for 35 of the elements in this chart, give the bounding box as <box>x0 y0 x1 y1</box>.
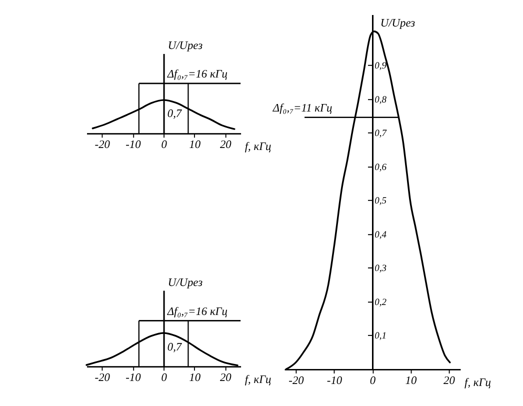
y-tick-label: 0,7 <box>374 129 388 140</box>
x-axis-title: f, кГц <box>244 141 272 154</box>
x-tick-label: 0 <box>161 139 168 152</box>
x-tick-label: 0 <box>370 374 376 387</box>
annotation: 0,7 <box>167 341 183 354</box>
x-tick-label: 20 <box>220 372 232 384</box>
y-tick-label: 0,1 <box>374 332 387 342</box>
y-tick-label: 0,9 <box>374 61 387 72</box>
x-tick-label: 20 <box>220 139 232 152</box>
text: Δf₀,₇=16 кГц <box>166 68 228 81</box>
x-tick-label: -10 <box>126 139 142 152</box>
x-tick-label: -10 <box>326 374 342 387</box>
x-tick-label: 0 <box>161 372 168 384</box>
y-tick-label: 0,6 <box>374 162 387 173</box>
y-tick-label: 0,8 <box>374 95 387 106</box>
x-tick-label: -20 <box>288 374 304 387</box>
x-tick-label: -20 <box>94 372 110 384</box>
y-axis-title: U/Uрез <box>380 17 416 30</box>
y-tick-label: 0,3 <box>374 264 387 274</box>
y-axis-title: U/Uрез <box>168 276 204 289</box>
x-tick-label: 10 <box>405 374 417 387</box>
x-tick-label: -10 <box>126 372 142 384</box>
y-axis-title: U/Uрез <box>168 40 204 52</box>
x-axis-title: f, кГц <box>464 376 492 389</box>
annotation: Δf₀,₇=11 кГц <box>272 102 332 115</box>
y-tick-label: 0,5 <box>374 196 387 207</box>
y-tick-label: 0,4 <box>374 230 387 240</box>
x-tick-label: 10 <box>189 372 201 384</box>
annotation: 0,7 <box>167 108 183 120</box>
x-axis-title: f, кГц <box>244 374 272 386</box>
text: Δf₀,₇=16 кГц <box>166 306 228 318</box>
x-tick-label: 10 <box>189 139 201 152</box>
x-tick-label: -20 <box>94 139 110 152</box>
x-tick-label: 20 <box>444 374 456 387</box>
y-tick-label: 0,2 <box>374 298 387 308</box>
